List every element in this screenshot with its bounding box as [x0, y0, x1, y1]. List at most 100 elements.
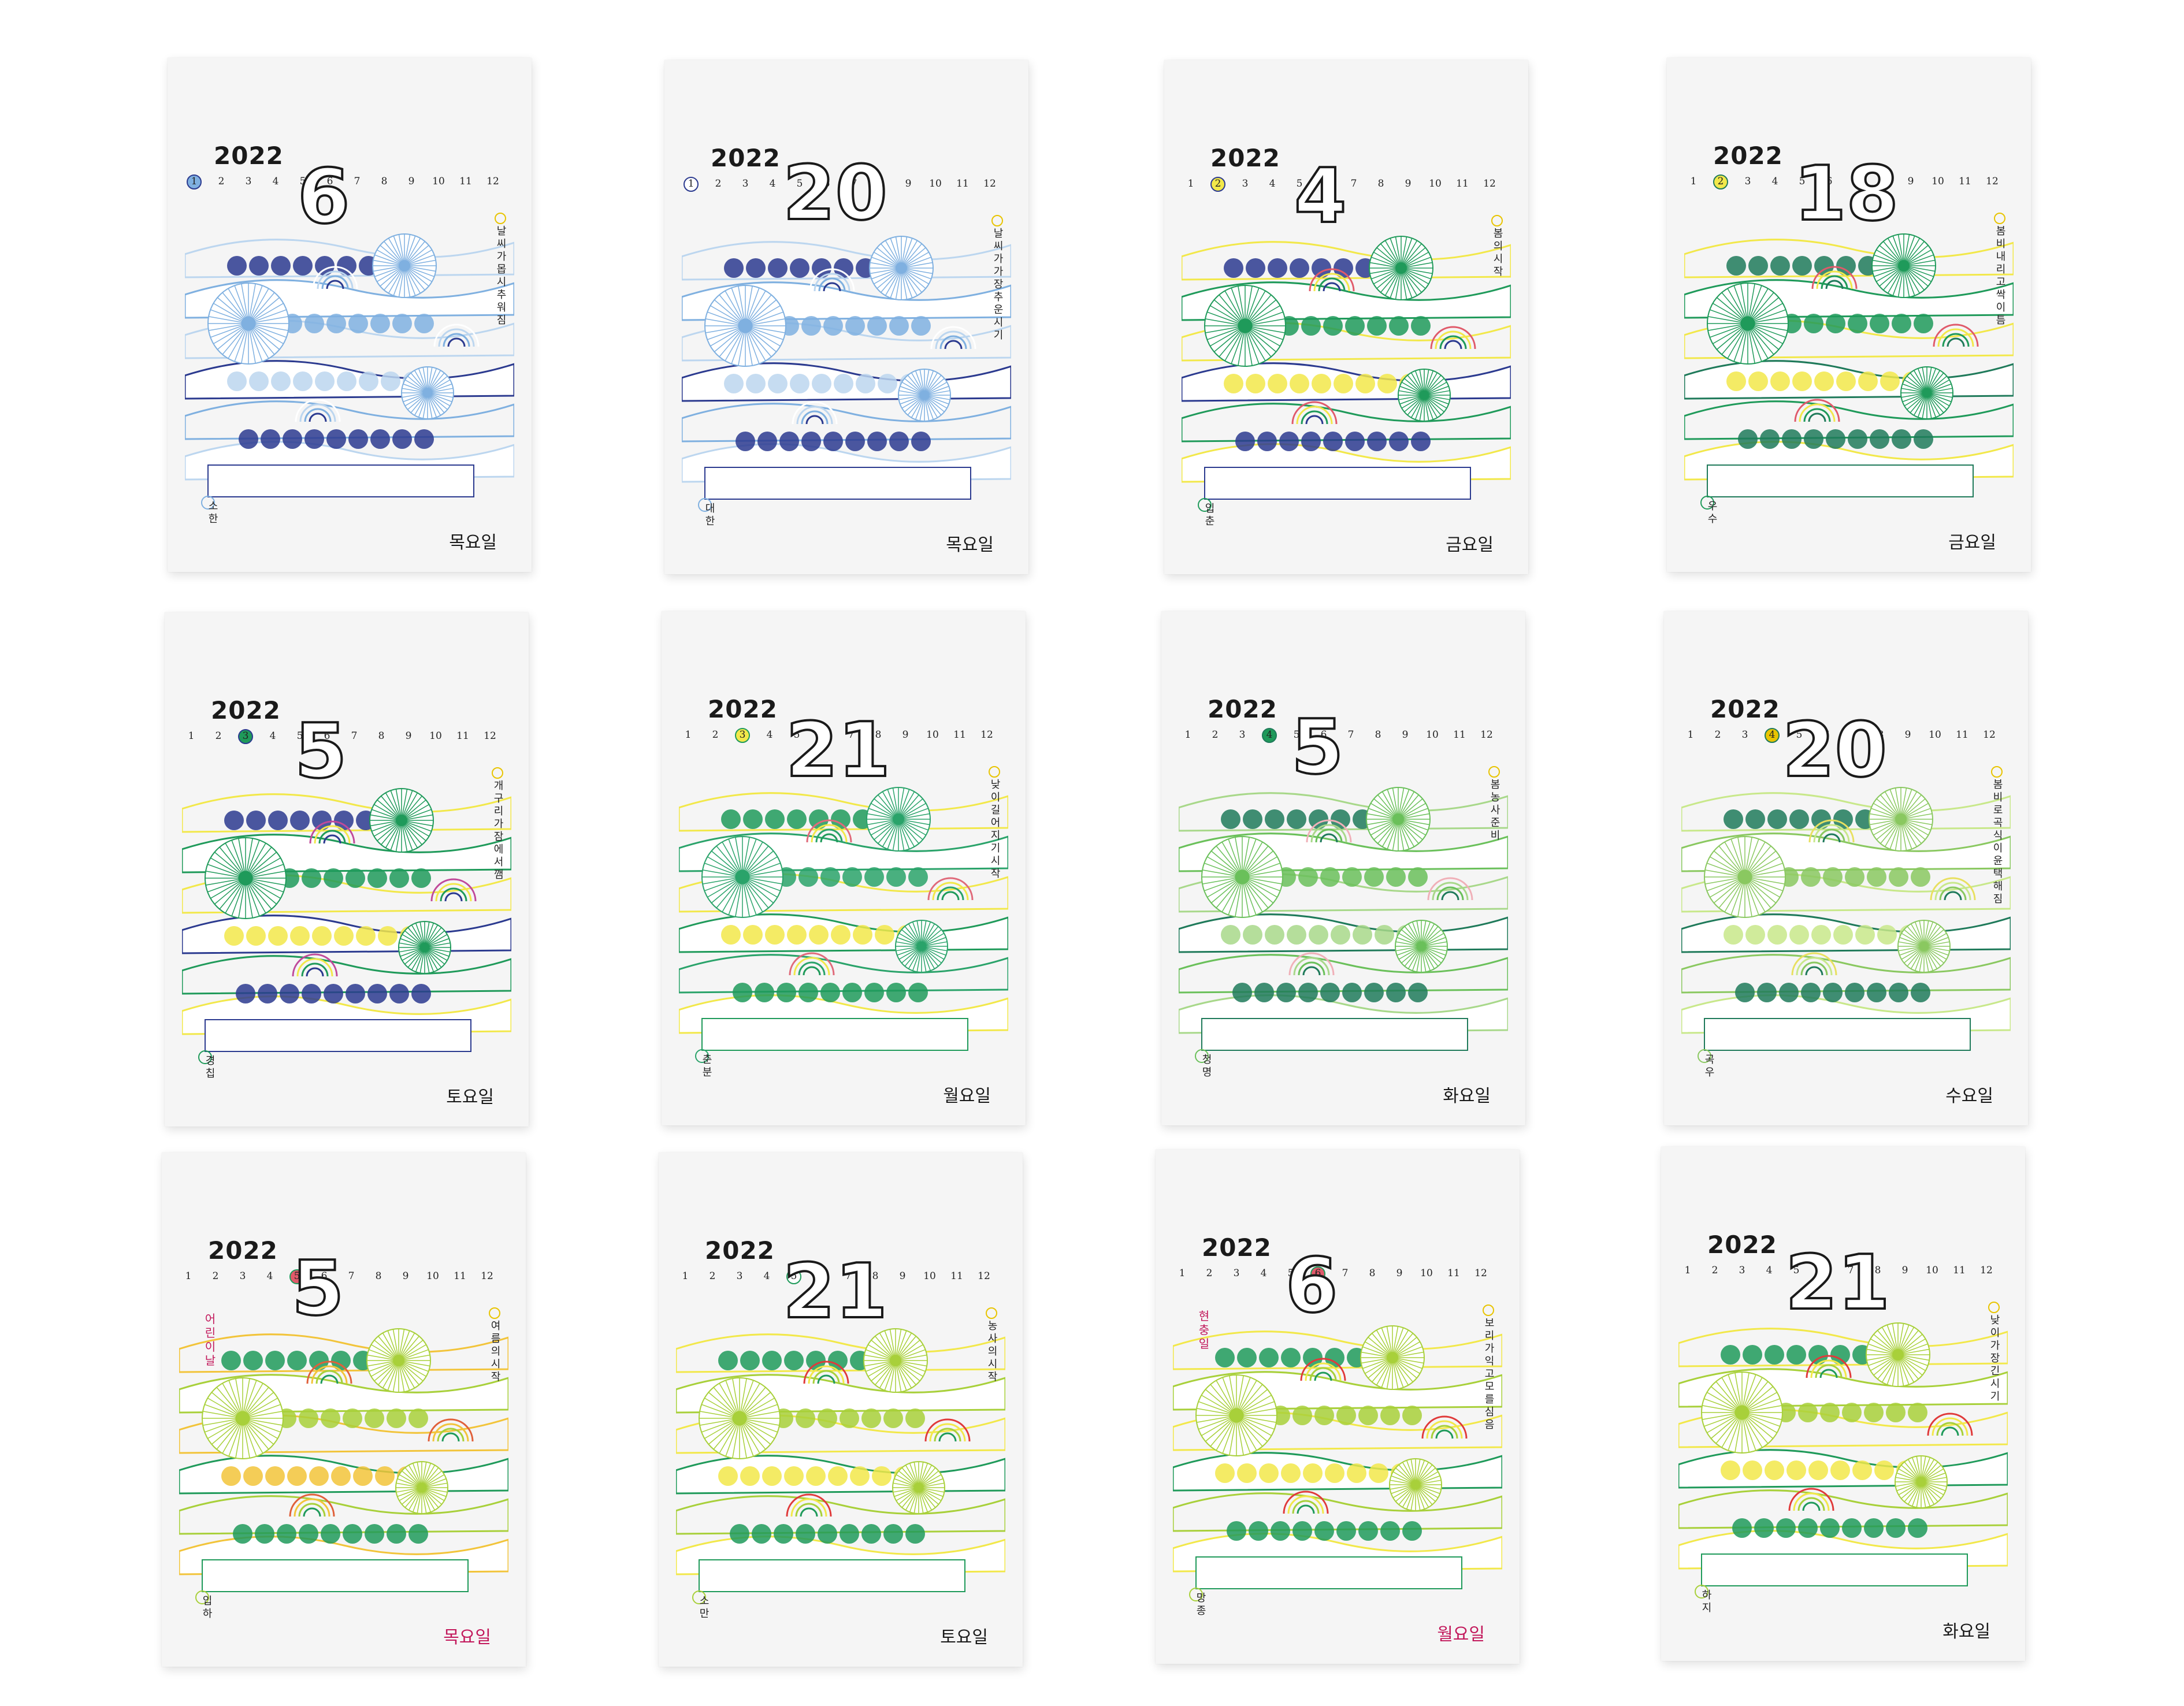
hill-dot — [346, 984, 365, 1003]
current-month-marker — [1713, 174, 1728, 189]
month-row: 1 2 3 4 5 6 7 8 9 10 11 12 — [1176, 1265, 1500, 1283]
hill-dot — [787, 925, 807, 945]
hill-dot — [258, 984, 277, 1003]
solar-term-description: 봄의 시작 — [1493, 228, 1503, 278]
hill-dot — [1757, 983, 1777, 1002]
hill-dot — [840, 1408, 859, 1428]
month-number: 12 — [983, 178, 996, 189]
hill-dot — [1820, 1403, 1840, 1422]
landscape-band — [1681, 792, 2011, 832]
month-number: 6 — [823, 178, 830, 189]
hill-dot — [818, 1524, 837, 1544]
month-number: 9 — [408, 176, 415, 187]
month-number: 7 — [848, 729, 855, 741]
rainbow-arc — [1930, 877, 1976, 901]
month-number: 1 — [1179, 1268, 1186, 1279]
month-number: 6 — [818, 1270, 824, 1282]
hill-dot — [1823, 867, 1843, 887]
current-month-marker — [1765, 728, 1780, 743]
hill-dot — [853, 925, 872, 945]
rainbow-arc — [924, 1418, 971, 1442]
month-number: 1 — [688, 178, 694, 189]
hill-dot — [1358, 1521, 1378, 1541]
solar-term-name: 청명 — [1202, 1054, 1212, 1079]
hill-dot — [1754, 1518, 1774, 1538]
hill-dot — [1224, 258, 1243, 278]
month-number: 2 — [1717, 176, 1724, 187]
month-number: 2 — [212, 1270, 219, 1282]
hill-dot — [370, 429, 390, 449]
hill-dot — [823, 316, 843, 336]
month-number: 4 — [1260, 1268, 1267, 1279]
circle-icon — [1488, 766, 1500, 778]
hill-dot — [1808, 1460, 1828, 1480]
sunburst — [372, 233, 437, 298]
hill-dot — [1309, 925, 1328, 945]
hill-dot — [287, 1351, 307, 1370]
hill-dot — [746, 258, 766, 278]
hill-dot — [823, 432, 843, 451]
sunburst — [869, 236, 934, 300]
month-number: 10 — [1926, 1265, 1938, 1276]
hill-dot — [828, 1466, 848, 1486]
hill-dot — [1721, 1460, 1740, 1480]
month-row: 1 2 3 4 5 6 7 8 9 10 11 12 — [185, 728, 509, 745]
hill-dot — [1804, 429, 1823, 449]
month-number: 10 — [432, 176, 445, 187]
month-number: 8 — [378, 730, 385, 742]
calendar-sheet: 2022 1 2 3 4 5 6 7 8 9 10 11 12 20 날씨가 가장 추운 시기 대한 목요일 — [664, 60, 1028, 574]
hill-dot — [1852, 1460, 1872, 1480]
hill-dot — [309, 1466, 329, 1486]
hill-dot — [806, 1351, 826, 1370]
hill-dot — [718, 1466, 738, 1486]
month-number: 2 — [215, 730, 222, 742]
sunburst — [207, 283, 289, 365]
month-number: 1 — [1187, 178, 1194, 189]
sunburst — [892, 1461, 945, 1514]
hill-dot — [315, 371, 335, 391]
month-number: 7 — [354, 176, 361, 187]
hill-dot — [784, 1466, 804, 1486]
current-month-marker — [786, 1269, 801, 1284]
hill-dot — [1889, 983, 1908, 1002]
rainbow-arc — [1806, 1355, 1852, 1378]
weekday-label: 수요일 — [1945, 1086, 1993, 1106]
hill-dot — [367, 868, 387, 888]
hill-dot — [905, 1408, 925, 1428]
hill-dot — [365, 1524, 384, 1544]
hill-dot — [1364, 867, 1384, 887]
landscape-illustration — [1182, 236, 1511, 500]
landscape-illustration — [1678, 1322, 2008, 1586]
rainbow-arc — [312, 266, 358, 289]
solar-term-description: 농사의 시작 — [987, 1320, 998, 1383]
base-frame — [1707, 464, 1974, 497]
hill-dot — [1380, 1521, 1400, 1541]
circle-icon — [989, 766, 1000, 778]
landscape-band — [676, 1495, 1005, 1535]
month-number: 11 — [953, 729, 966, 741]
hill-dot — [724, 258, 744, 278]
weekday-label: 토요일 — [940, 1627, 988, 1648]
hill-dot — [818, 1408, 837, 1428]
hill-dot — [1855, 925, 1875, 945]
hill-dot — [1408, 867, 1428, 887]
sunburst — [1900, 366, 1953, 419]
month-number: 3 — [245, 176, 252, 187]
hill-dot — [883, 1408, 903, 1428]
weekday-label: 목요일 — [449, 533, 497, 553]
hill-dot — [1235, 432, 1255, 451]
hill-dot — [387, 1524, 406, 1544]
hill-dot — [1808, 1345, 1828, 1365]
circle-icon — [986, 1307, 997, 1319]
hill-dot — [1867, 983, 1886, 1002]
rainbow-arc — [1427, 877, 1473, 901]
sunburst — [1866, 1322, 1930, 1387]
month-number: 7 — [1347, 729, 1354, 741]
month-number: 8 — [875, 729, 882, 741]
month-number: 2 — [1714, 729, 1721, 741]
landscape-band — [682, 241, 1011, 281]
hill-dot — [287, 1466, 307, 1486]
hill-dot — [1323, 432, 1343, 451]
month-number: 4 — [1266, 729, 1273, 741]
hill-dot — [845, 432, 865, 451]
